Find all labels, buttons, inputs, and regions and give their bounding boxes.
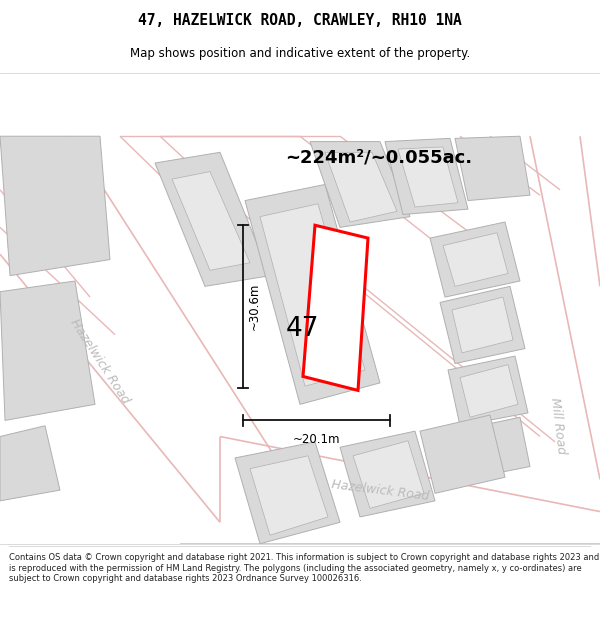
Polygon shape (250, 456, 328, 535)
Polygon shape (172, 172, 250, 270)
Polygon shape (155, 152, 270, 286)
Polygon shape (385, 138, 468, 214)
Polygon shape (0, 426, 60, 501)
Text: Hazelwick Road: Hazelwick Road (331, 478, 430, 502)
Polygon shape (420, 415, 505, 493)
Polygon shape (340, 431, 435, 517)
Text: ~20.1m: ~20.1m (293, 433, 340, 446)
Text: Mill Road: Mill Road (548, 397, 568, 455)
Text: ~224m²/~0.055ac.: ~224m²/~0.055ac. (285, 149, 472, 167)
Text: Contains OS data © Crown copyright and database right 2021. This information is : Contains OS data © Crown copyright and d… (9, 553, 599, 583)
Polygon shape (0, 136, 110, 276)
Text: Map shows position and indicative extent of the property.: Map shows position and indicative extent… (130, 48, 470, 61)
Polygon shape (460, 364, 518, 418)
Polygon shape (455, 136, 530, 201)
Polygon shape (443, 232, 508, 286)
Polygon shape (235, 442, 340, 544)
Polygon shape (452, 297, 513, 353)
Polygon shape (353, 441, 424, 508)
Polygon shape (310, 142, 410, 228)
Polygon shape (448, 356, 528, 426)
Text: Hazelwick Road: Hazelwick Road (68, 317, 132, 406)
Polygon shape (0, 281, 95, 421)
Polygon shape (260, 204, 365, 386)
Polygon shape (430, 222, 520, 297)
Text: ~30.6m: ~30.6m (248, 283, 261, 331)
Polygon shape (325, 152, 397, 222)
Polygon shape (303, 225, 368, 391)
Polygon shape (440, 286, 525, 364)
Text: 47: 47 (285, 316, 319, 342)
Polygon shape (245, 184, 380, 404)
Text: 47, HAZELWICK ROAD, CRAWLEY, RH10 1NA: 47, HAZELWICK ROAD, CRAWLEY, RH10 1NA (138, 12, 462, 28)
Polygon shape (398, 147, 458, 207)
Polygon shape (455, 418, 530, 479)
